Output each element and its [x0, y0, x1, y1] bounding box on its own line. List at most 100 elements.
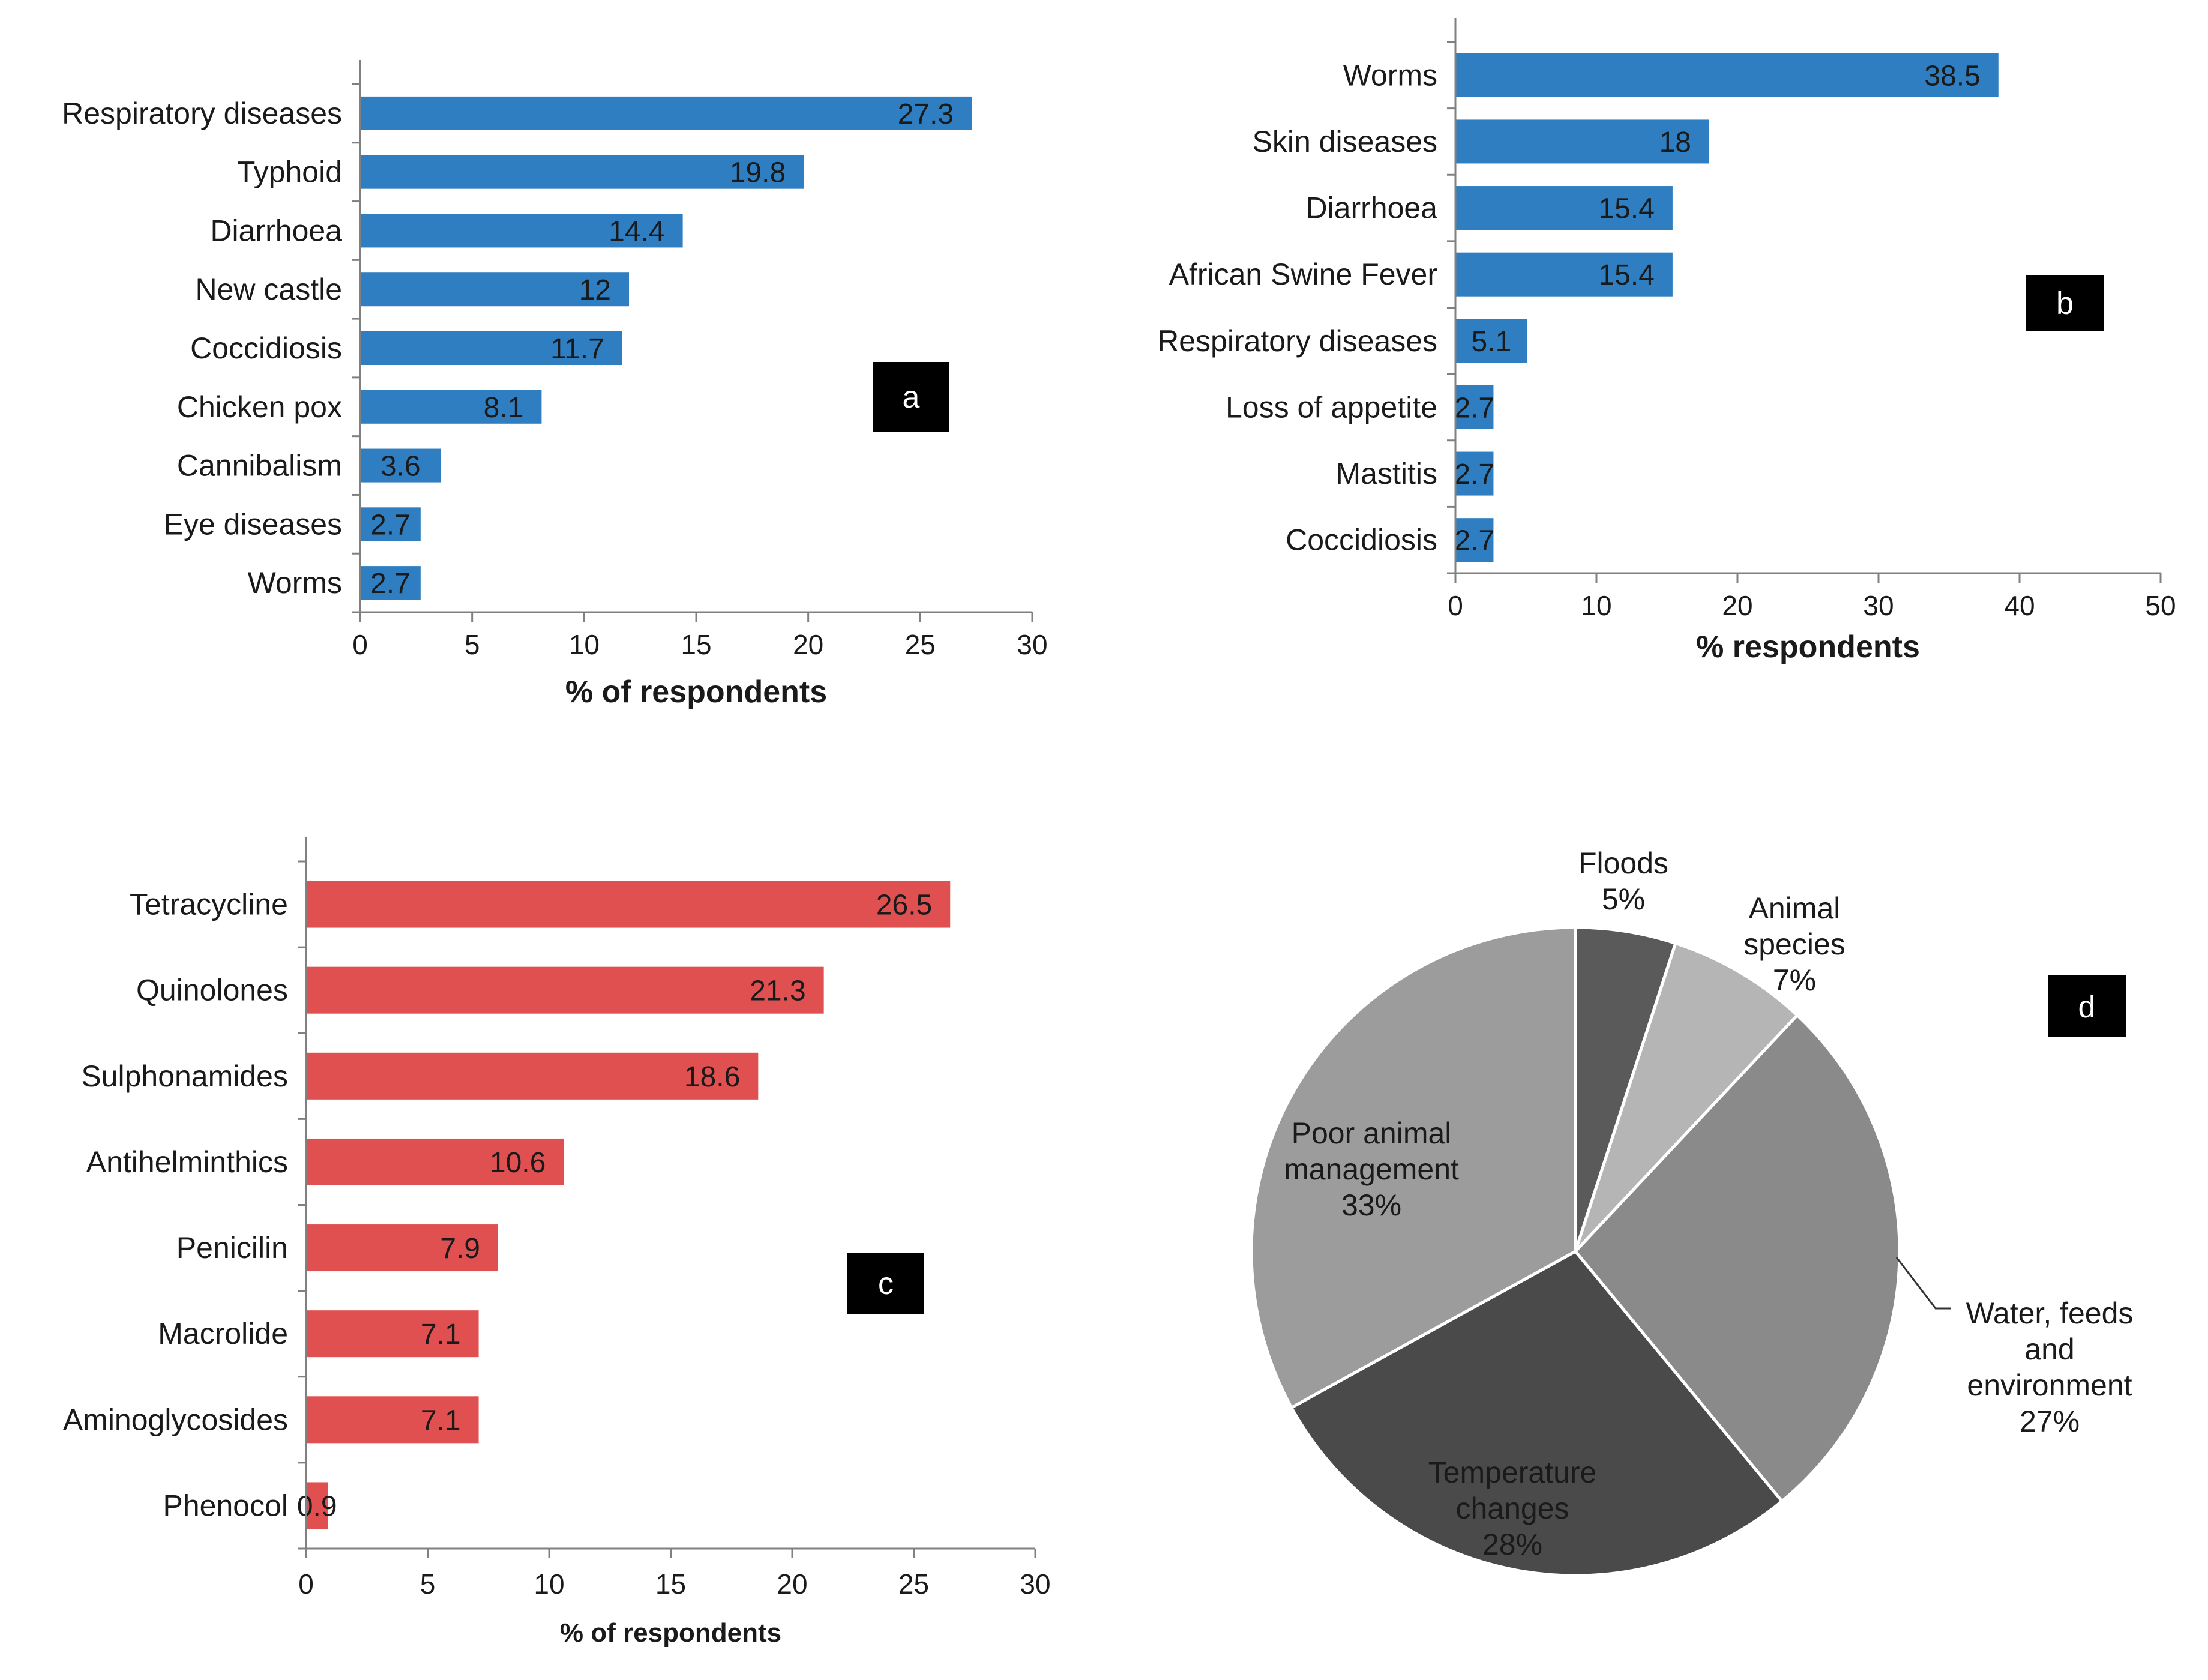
- category-label: Sulphonamides: [81, 1059, 288, 1093]
- x-tick-label: 20: [1722, 590, 1752, 621]
- x-tick-label: 30: [1020, 1568, 1050, 1600]
- data-label: 12: [579, 274, 611, 306]
- pie-label-3: Temperature changes 28%: [1428, 1456, 1597, 1561]
- bar-a-1: [360, 155, 804, 189]
- bar-a-6: [360, 448, 441, 483]
- bar-b-6: [1455, 451, 1494, 496]
- bar-a-2: [360, 214, 683, 248]
- category-label: Coccidiosis: [1286, 523, 1437, 557]
- x-tick-label: 0: [298, 1568, 314, 1600]
- category-label: Cannibalism: [177, 449, 342, 483]
- pie-slice-1: [1574, 941, 1800, 1253]
- bar-b-2: [1455, 186, 1673, 230]
- bar-c-6: [306, 1396, 479, 1444]
- x-tick-label: 40: [2004, 590, 2035, 621]
- x-tick-label: 30: [1017, 629, 1047, 660]
- x-tick-label: 25: [898, 1568, 929, 1600]
- x-tick-label: 10: [534, 1568, 564, 1600]
- category-label: Respiratory diseases: [1157, 324, 1437, 358]
- bar-a-7: [360, 507, 421, 541]
- bar-c-4: [306, 1224, 498, 1272]
- category-label: Phenocol: [163, 1489, 289, 1522]
- x-tick-label: 15: [681, 629, 711, 660]
- data-label: 27.3: [898, 98, 954, 130]
- bar-b-1: [1455, 119, 1709, 164]
- data-label: 15.4: [1598, 193, 1654, 225]
- category-label: African Swine Fever: [1169, 257, 1437, 291]
- data-label: 7.1: [421, 1405, 461, 1436]
- data-label: 2.7: [1454, 392, 1494, 424]
- category-label: Typhoid: [237, 155, 342, 189]
- data-label: 2.7: [1454, 525, 1494, 557]
- data-label: 8.1: [484, 392, 524, 424]
- data-label: 26.5: [876, 890, 932, 921]
- x-tick-label: 5: [465, 629, 480, 660]
- data-label: 15.4: [1598, 259, 1654, 291]
- x-tick-label: 0: [1448, 590, 1463, 621]
- category-label: New castle: [195, 272, 342, 306]
- data-label: 0.9: [297, 1490, 337, 1522]
- bar-a-3: [360, 272, 629, 307]
- data-label: 3.6: [381, 451, 421, 483]
- data-label: 21.3: [750, 975, 805, 1007]
- pie-label-1: Animal species 7%: [1743, 891, 1846, 997]
- chart-b: Worms 38.5 Skin diseases 18 Diarrhoea 15.4 Afr…: [1157, 18, 2176, 664]
- category-label: Mastitis: [1336, 457, 1437, 490]
- pie-label-2: Water, feeds and environment 27%: [1966, 1296, 2134, 1438]
- panel-label-box: [847, 1253, 924, 1314]
- bar-c-1: [306, 966, 824, 1014]
- x-tick-label: 20: [777, 1568, 807, 1600]
- x-tick-label: 25: [905, 629, 936, 660]
- category-label: Chicken pox: [177, 390, 342, 424]
- panel-label-box: [2026, 275, 2104, 331]
- x-tick-label: 0: [352, 629, 368, 660]
- category-label: Respiratory diseases: [62, 97, 342, 130]
- bar-b-3: [1455, 252, 1673, 297]
- x-axis-title: % of respondents: [565, 675, 827, 709]
- bar-c-5: [306, 1310, 479, 1358]
- panel-label-box: [873, 362, 949, 432]
- category-label: Coccidiosis: [190, 331, 342, 365]
- data-label: 2.7: [370, 568, 411, 600]
- category-label: Macrolide: [158, 1317, 288, 1350]
- bar-b-0: [1455, 53, 1999, 97]
- bar-b-5: [1455, 385, 1494, 429]
- bar-b-4: [1455, 319, 1527, 363]
- bar-b-7: [1455, 518, 1494, 562]
- category-label: Diarrhoea: [1305, 191, 1437, 225]
- pie-leader-line: [1895, 1257, 1951, 1310]
- category-label: Penicilin: [176, 1231, 288, 1265]
- x-tick-label: 5: [420, 1568, 436, 1600]
- x-tick-label: 15: [655, 1568, 686, 1600]
- panel-label: a: [903, 380, 920, 415]
- chart-c: Tetracycline 26.5 Quinolones 21.3 Sulphonami…: [63, 837, 1051, 1648]
- category-label: Aminoglycosides: [63, 1403, 288, 1436]
- bar-c-7: [306, 1482, 328, 1529]
- data-label: 18: [1659, 127, 1691, 158]
- category-label: Eye diseases: [164, 507, 342, 541]
- data-label: 10.6: [490, 1147, 546, 1179]
- data-label: 11.7: [550, 333, 604, 365]
- data-label: 2.7: [370, 509, 411, 541]
- data-label: 38.5: [1924, 60, 1980, 92]
- category-label: Worms: [1343, 58, 1437, 92]
- bar-a-4: [360, 331, 622, 365]
- data-label: 14.4: [609, 215, 664, 247]
- panel-label: d: [2078, 990, 2096, 1025]
- data-label: 18.6: [684, 1061, 740, 1093]
- bar-a-0: [360, 96, 972, 130]
- x-tick-label: 10: [569, 629, 600, 660]
- pie-label-4: Poor animal management 33%: [1284, 1116, 1459, 1222]
- category-label: Worms: [248, 566, 342, 600]
- pie-slice-3: [1289, 1249, 1784, 1577]
- x-axis-title: % of respondents: [560, 1618, 781, 1648]
- category-label: Skin diseases: [1253, 125, 1438, 158]
- panel-label-box: [2048, 975, 2126, 1037]
- x-tick-label: 20: [793, 629, 823, 660]
- data-label: 5.1: [1472, 326, 1512, 358]
- data-label: 2.7: [1454, 459, 1494, 490]
- category-label: Tetracycline: [130, 888, 288, 921]
- bar-a-8: [360, 566, 421, 600]
- bar-c-0: [306, 881, 951, 928]
